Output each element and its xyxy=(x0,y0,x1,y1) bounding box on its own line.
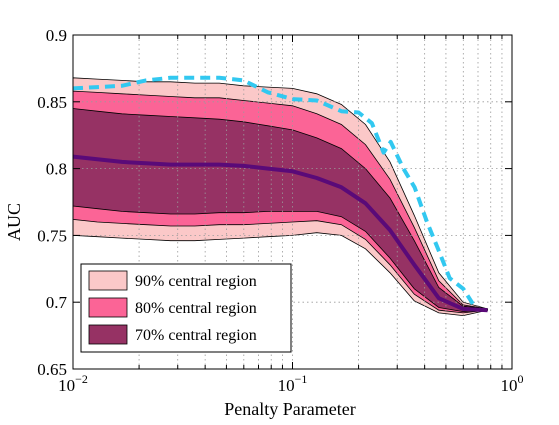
legend-swatch xyxy=(88,270,128,291)
y-tick-label: 0.85 xyxy=(37,93,67,112)
x-tick-label: 10−2 xyxy=(58,372,88,395)
y-tick-label: 0.7 xyxy=(46,293,68,312)
legend: 90% central region 80% central region 70% … xyxy=(80,263,292,353)
median-line xyxy=(72,154,488,313)
x-tick-label: 10−1 xyxy=(278,372,308,395)
grid-layer xyxy=(73,35,512,369)
y-tick-label: 0.9 xyxy=(46,26,67,45)
best-auc-line xyxy=(72,75,477,309)
ticks-layer xyxy=(72,34,512,370)
y-tick-label: 0.65 xyxy=(37,360,67,379)
y-tick-label: 0.75 xyxy=(37,226,67,245)
legend-label: 90% central region xyxy=(135,273,257,290)
legend-label: 70% central region xyxy=(135,327,257,344)
y-tick-label: 0.8 xyxy=(46,160,67,179)
x-axis-label: Penalty Parameter xyxy=(224,399,355,419)
legend-label: 80% central region xyxy=(135,300,257,317)
x-tick-label: 100 xyxy=(501,372,524,395)
legend-swatch xyxy=(88,297,128,318)
lines-layer xyxy=(72,75,488,313)
legend-swatch xyxy=(88,324,128,345)
y-tick-labels: 0.65 0.7 0.75 0.8 0.85 0.9 xyxy=(37,26,67,379)
y-axis-label: AUC xyxy=(4,203,24,241)
x-tick-labels: 10−2 10−1 100 xyxy=(58,372,523,395)
